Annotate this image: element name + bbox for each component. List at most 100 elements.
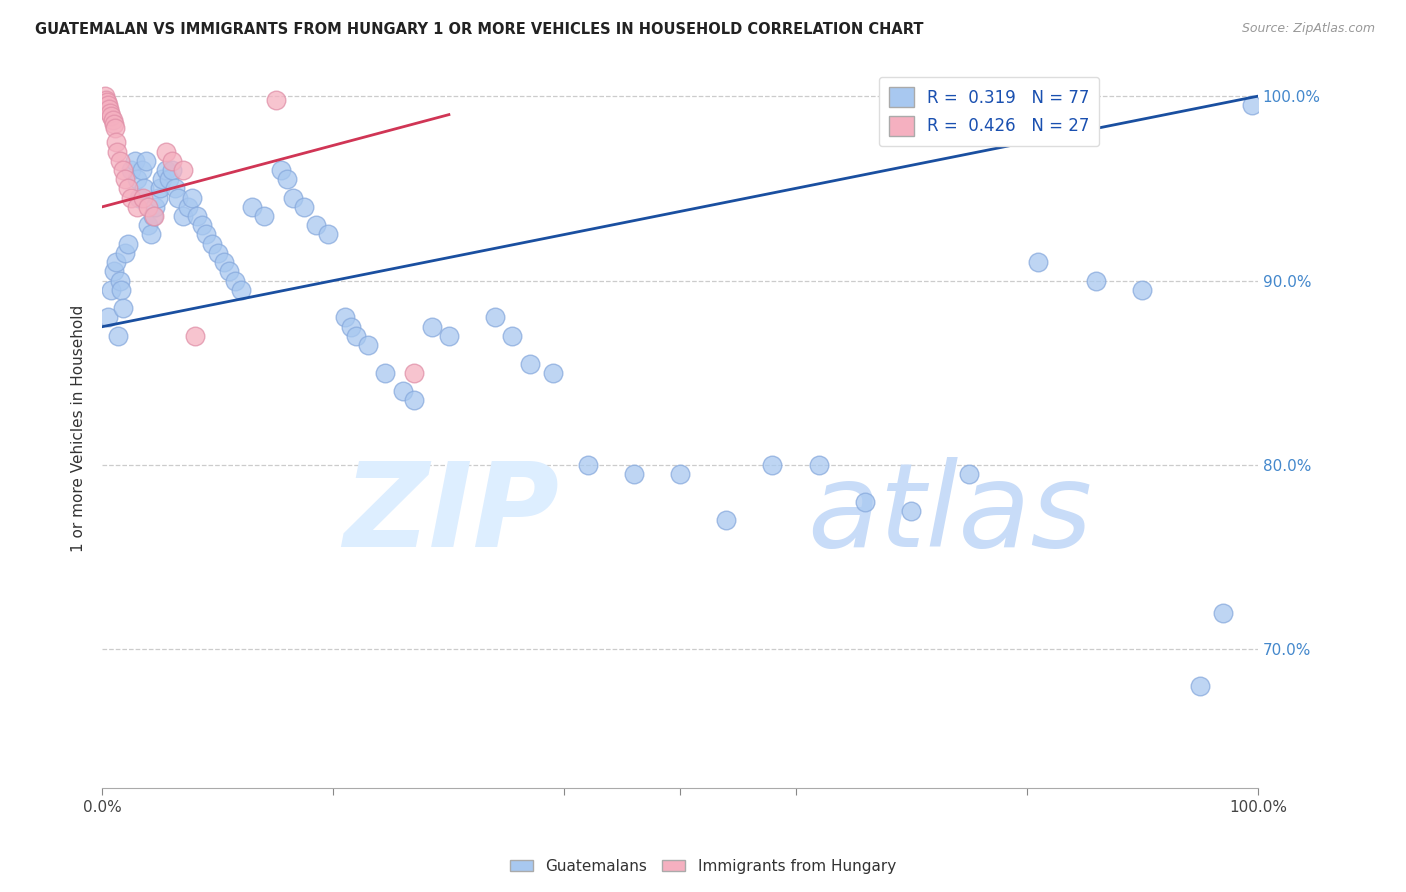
Point: [128, 191, 150, 205]
Point: [155, 145, 177, 159]
Point: [120, 191, 142, 205]
Point: [212, 255, 235, 269]
Point: [98, 105, 121, 120]
Point: [114, 246, 136, 260]
Legend: R =  0.319   N = 77, R =  0.426   N = 27: R = 0.319 N = 77, R = 0.426 N = 27: [879, 77, 1099, 146]
Point: [100, 283, 122, 297]
Point: [957, 467, 980, 482]
Point: [218, 264, 240, 278]
Point: [105, 136, 128, 150]
Point: [160, 153, 183, 168]
Text: ZIP: ZIP: [343, 457, 558, 572]
Point: [108, 274, 131, 288]
Point: [1212, 606, 1234, 620]
Point: [111, 163, 134, 178]
Point: [1026, 255, 1049, 269]
Point: [96, 95, 118, 109]
Point: [157, 172, 180, 186]
Point: [160, 163, 183, 178]
Point: [339, 319, 361, 334]
Point: [484, 310, 506, 325]
Point: [120, 163, 142, 178]
Point: [100, 110, 122, 124]
Point: [264, 93, 287, 107]
Point: [117, 181, 139, 195]
Point: [142, 209, 165, 223]
Point: [155, 163, 177, 178]
Point: [1241, 98, 1264, 112]
Point: [669, 467, 692, 482]
Point: [1130, 283, 1153, 297]
Point: [229, 283, 252, 297]
Point: [97, 98, 120, 112]
Point: [117, 236, 139, 251]
Point: [139, 227, 162, 242]
Point: [519, 357, 541, 371]
Point: [98, 102, 121, 116]
Point: [207, 246, 229, 260]
Point: [104, 120, 127, 135]
Point: [163, 181, 186, 195]
Point: [93, 89, 115, 103]
Point: [172, 163, 194, 178]
Point: [94, 93, 117, 107]
Point: [103, 117, 125, 131]
Point: [105, 145, 128, 159]
Point: [270, 163, 292, 178]
Point: [541, 366, 564, 380]
Point: [201, 236, 224, 251]
Point: [253, 209, 276, 223]
Point: [333, 310, 356, 325]
Point: [242, 200, 264, 214]
Point: [900, 504, 922, 518]
Point: [623, 467, 645, 482]
Point: [181, 191, 204, 205]
Point: [167, 191, 190, 205]
Point: [716, 513, 738, 527]
Point: [124, 153, 146, 168]
Point: [807, 458, 830, 472]
Point: [404, 393, 426, 408]
Point: [576, 458, 599, 472]
Point: [125, 172, 148, 186]
Point: [138, 200, 160, 214]
Point: [346, 329, 368, 343]
Point: [404, 366, 426, 380]
Point: [105, 255, 128, 269]
Point: [177, 200, 200, 214]
Point: [135, 153, 157, 168]
Point: [172, 209, 194, 223]
Point: [131, 163, 153, 178]
Point: [101, 113, 124, 128]
Point: [146, 191, 169, 205]
Text: Source: ZipAtlas.com: Source: ZipAtlas.com: [1241, 22, 1375, 36]
Point: [437, 329, 460, 343]
Point: [294, 200, 316, 214]
Point: [138, 219, 160, 233]
Text: atlas: atlas: [807, 458, 1092, 572]
Point: [374, 366, 396, 380]
Point: [150, 172, 173, 186]
Text: GUATEMALAN VS IMMIGRANTS FROM HUNGARY 1 OR MORE VEHICLES IN HOUSEHOLD CORRELATIO: GUATEMALAN VS IMMIGRANTS FROM HUNGARY 1 …: [35, 22, 924, 37]
Point: [1085, 274, 1108, 288]
Point: [391, 384, 413, 399]
Point: [305, 219, 328, 233]
Point: [145, 200, 167, 214]
Point: [149, 181, 172, 195]
Point: [224, 274, 246, 288]
Point: [186, 209, 208, 223]
Point: [1189, 679, 1212, 693]
Point: [132, 181, 155, 195]
Point: [761, 458, 783, 472]
Point: [131, 191, 153, 205]
Point: [501, 329, 523, 343]
Point: [195, 227, 218, 242]
Y-axis label: 1 or more Vehicles in Household: 1 or more Vehicles in Household: [72, 304, 86, 552]
Point: [190, 219, 212, 233]
Point: [276, 172, 298, 186]
Point: [143, 209, 166, 223]
Point: [108, 153, 131, 168]
Point: [97, 310, 120, 325]
Point: [103, 264, 125, 278]
Point: [281, 191, 304, 205]
